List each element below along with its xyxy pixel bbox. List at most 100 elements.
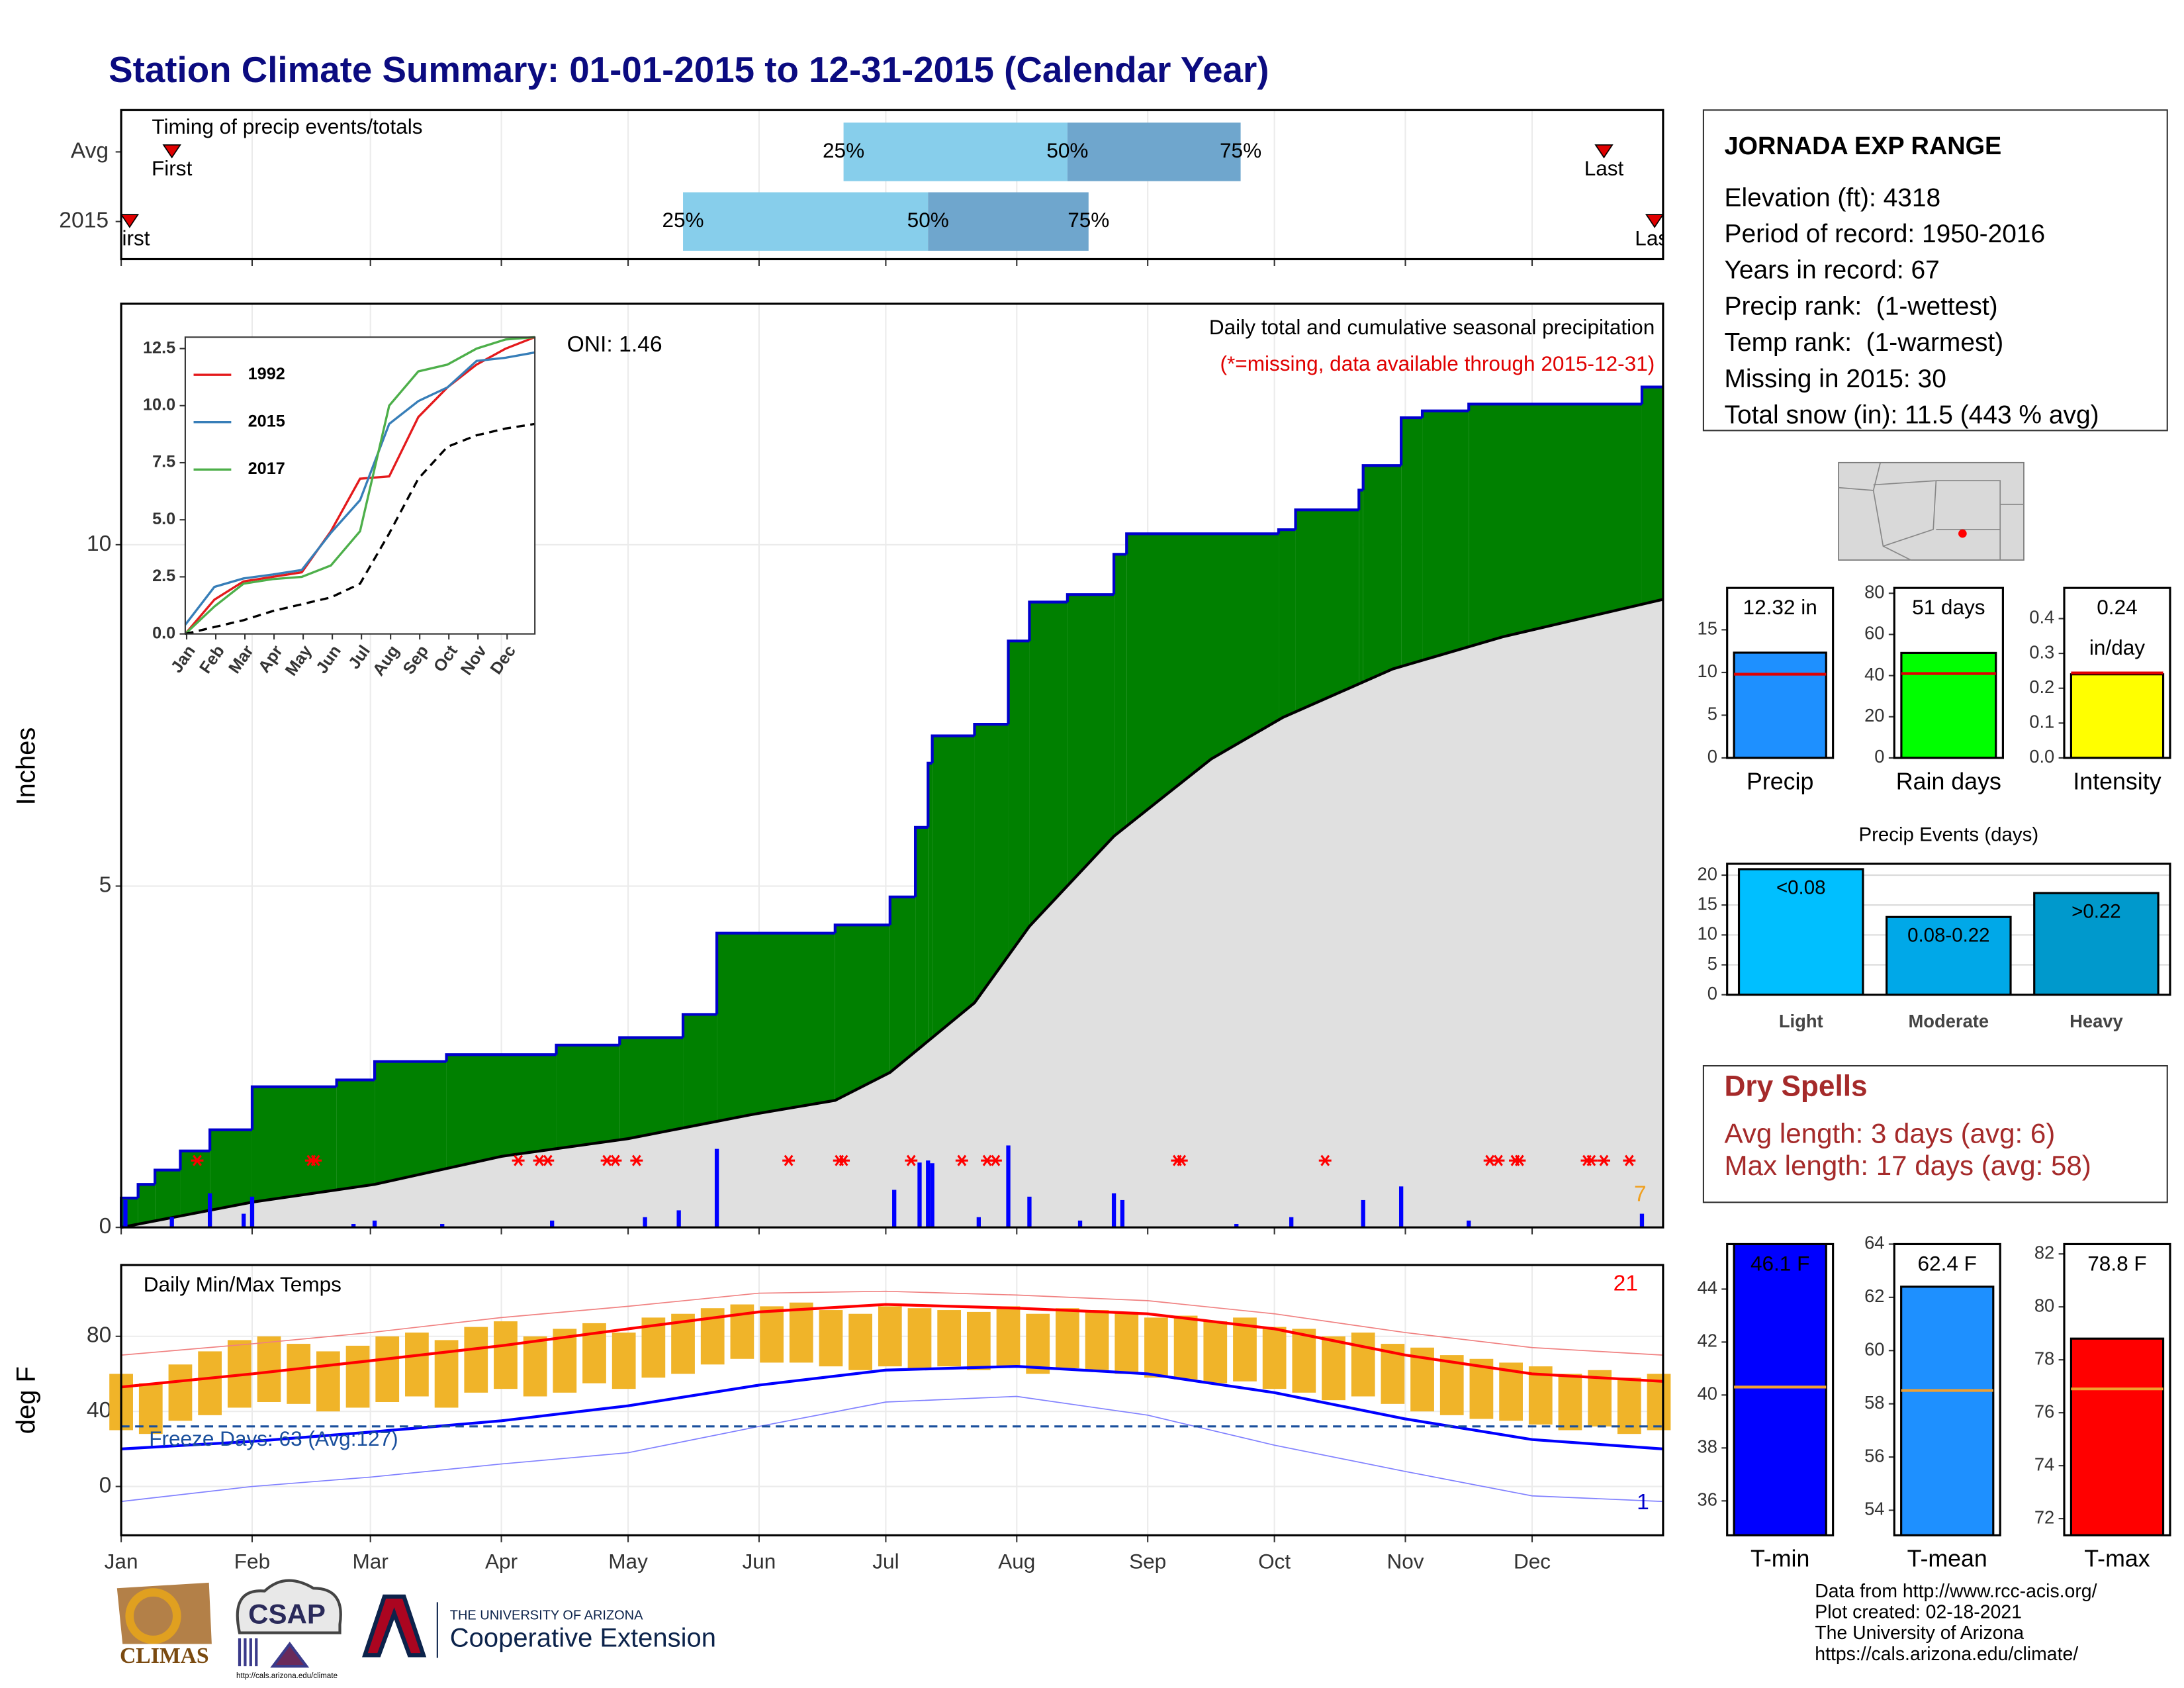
y-tick-label: 0 — [1874, 746, 1884, 767]
station-line: Years in record: 67 — [1724, 256, 1939, 285]
cumulative-line — [1357, 489, 1363, 510]
event-marker — [1645, 214, 1663, 228]
average-area — [121, 599, 1663, 1228]
row-label: 2015 — [59, 209, 109, 233]
station-location — [1958, 529, 1967, 538]
category-label: Moderate — [1909, 1011, 1989, 1031]
y-tick-label: 58 — [1864, 1392, 1884, 1413]
daily-precip-bar — [892, 1190, 897, 1228]
temp-range-bar — [198, 1351, 222, 1415]
dry-spells-line: Avg length: 3 days (avg: 6) — [1724, 1117, 2055, 1149]
x-tick-label: Aug — [998, 1550, 1035, 1573]
y-tick-label: 0 — [1707, 983, 1717, 1004]
temp-range-bar — [316, 1351, 340, 1412]
cumulative-line — [888, 895, 916, 925]
cumulative-line — [1400, 416, 1423, 466]
category-label: Precip — [1747, 768, 1813, 794]
temp-range-bar — [966, 1311, 991, 1370]
legend-label: 2015 — [248, 412, 285, 430]
credit-line: The University of Arizona — [1815, 1622, 2024, 1644]
daily-precip-bar — [1398, 1186, 1404, 1228]
x-tick-label: Apr — [485, 1550, 518, 1573]
legend-label: 1992 — [248, 365, 285, 383]
panel-note: (*=missing, data available through 2015-… — [1220, 352, 1655, 375]
panel-title: Precip Events (days) — [1858, 824, 2038, 846]
y-tick-label: 80 — [2034, 1295, 2054, 1315]
cumulative-line — [154, 1168, 181, 1185]
y-tick-label: 0.1 — [2029, 712, 2054, 732]
missing-day-marker — [1318, 1154, 1332, 1166]
temp-range-bar — [1558, 1374, 1582, 1430]
plot-frame — [1726, 586, 1835, 759]
cumulative-line — [1007, 639, 1030, 725]
daily-precip-bar — [351, 1224, 356, 1228]
x-tick-label: Sep — [399, 642, 432, 678]
legend-label: 2017 — [248, 459, 285, 478]
value-label: 0.08-0.22 — [1907, 925, 1989, 947]
station-line: Elevation (ft): 4318 — [1724, 183, 1940, 212]
y-tick-label: 0 — [99, 1473, 112, 1497]
y-tick-label: 0 — [1707, 746, 1717, 767]
x-tick-label: Aug — [369, 642, 403, 679]
temp-range-bar — [819, 1310, 843, 1367]
temp-range-bar — [405, 1333, 429, 1397]
temp-range-bar — [1647, 1374, 1671, 1430]
category-label: Rain days — [1896, 768, 2001, 794]
daily-precip-bar — [1111, 1193, 1116, 1228]
event-label: First — [152, 156, 193, 180]
value-label: 12.32 in — [1743, 595, 1817, 619]
missing-day-marker — [609, 1154, 622, 1166]
temp-range-bar — [1439, 1355, 1464, 1415]
panel-subtitle: Daily total and cumulative seasonal prec… — [1209, 315, 1655, 339]
temp-range-bar — [1173, 1315, 1198, 1380]
credit-line: https://cals.arizona.edu/climate/ — [1815, 1644, 2078, 1665]
quantile-label: 50% — [907, 208, 949, 232]
missing-day-marker — [1175, 1154, 1188, 1166]
y-tick-label: 15 — [1698, 893, 1717, 914]
csap-url: http://cals.arizona.edu/climate — [236, 1672, 338, 1680]
y-tick-label: 40 — [1864, 664, 1884, 684]
annotation: 21 — [1614, 1271, 1638, 1295]
temp-range-bar — [168, 1364, 193, 1421]
x-tick-label: Nov — [1387, 1550, 1424, 1573]
x-tick-label: Nov — [457, 642, 490, 679]
daily-precip-bar — [1234, 1224, 1239, 1228]
cumulative-line — [250, 1085, 337, 1130]
x-tick-label: Oct — [430, 641, 461, 675]
x-tick-label: Apr — [255, 642, 287, 677]
temp-range-bar — [494, 1321, 518, 1389]
x-tick-label: May — [608, 1550, 648, 1573]
map-frame — [1838, 461, 2025, 561]
y-tick-label: 62 — [1864, 1286, 1884, 1306]
cumulative-line — [1277, 528, 1296, 534]
temp-range-bar — [1085, 1310, 1109, 1370]
cumulative-line — [913, 825, 929, 898]
csap-logo: CSAP — [248, 1598, 326, 1629]
quantile-label: 25% — [662, 208, 704, 232]
temp-range-bar — [287, 1344, 311, 1404]
missing-day-marker — [1598, 1154, 1610, 1166]
bar — [1737, 868, 1864, 995]
daily-precip-bar — [1361, 1199, 1365, 1228]
temp-range-bar — [1233, 1317, 1257, 1382]
category-label: T-mean — [1907, 1546, 1987, 1572]
station-line: Temp rank: (1-warmest) — [1724, 328, 2003, 357]
bar — [1886, 915, 2012, 995]
daily-precip-bar — [1027, 1196, 1032, 1228]
temp-range-bar — [996, 1306, 1021, 1367]
temp-range-bar — [523, 1336, 547, 1397]
oni-label: ONI: 1.46 — [567, 332, 662, 357]
x-tick-label: Sep — [1129, 1550, 1166, 1573]
y-tick-label: 5.0 — [152, 510, 175, 528]
temp-range-bar — [1617, 1378, 1641, 1434]
csap-cloud — [236, 1579, 342, 1634]
cumulative-line — [208, 1128, 252, 1151]
climas-emblem — [125, 1588, 181, 1644]
temp-range-bar — [257, 1336, 281, 1402]
y-tick-label: 20 — [1698, 863, 1717, 884]
y-tick-label: 5 — [99, 872, 112, 897]
y-tick-label: 38 — [1698, 1436, 1717, 1457]
plot-frame — [2063, 1243, 2171, 1536]
cumulative-line — [179, 1149, 210, 1170]
